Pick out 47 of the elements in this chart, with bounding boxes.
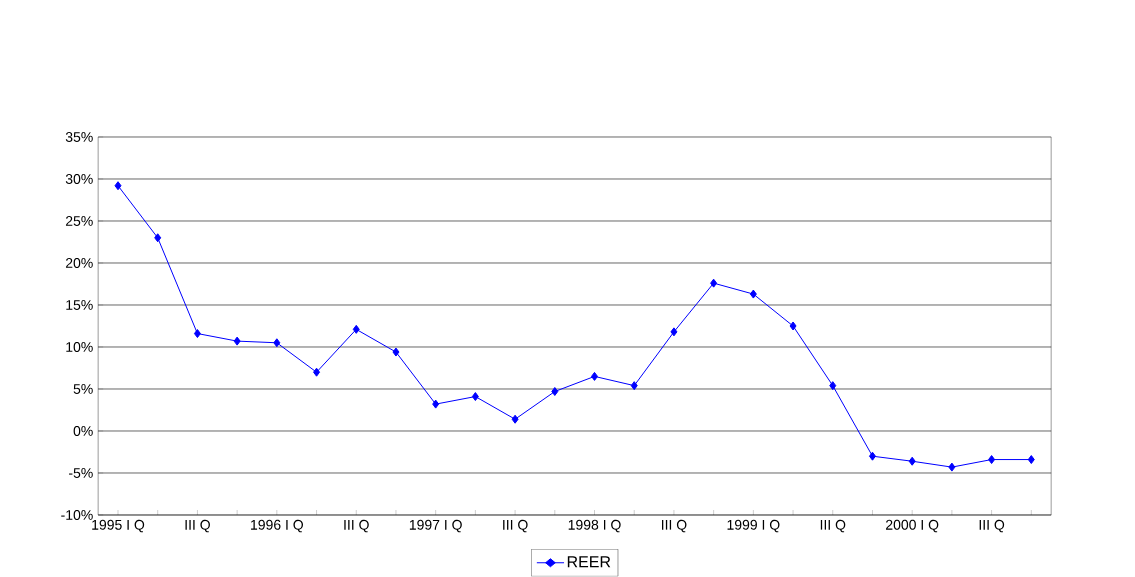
point xyxy=(551,387,559,397)
y-tick-label: 30% xyxy=(65,174,93,185)
x-tick-label: 2000 I Q xyxy=(886,520,939,533)
point xyxy=(154,233,162,243)
point xyxy=(1027,455,1035,465)
x-tick-label: III Q xyxy=(820,520,846,533)
point xyxy=(908,456,916,466)
point xyxy=(432,399,440,409)
y-tick-label: 10% xyxy=(66,342,93,353)
point xyxy=(948,462,956,472)
point xyxy=(193,329,201,339)
x-tick-label: III Q xyxy=(662,520,687,533)
point xyxy=(749,289,757,299)
point xyxy=(829,381,837,391)
x-tick-label: 1995 I Q xyxy=(92,520,145,533)
point xyxy=(710,278,718,288)
x-tick-label: III Q xyxy=(979,520,1005,533)
point xyxy=(670,327,678,337)
x-tick-label: 1998 I Q xyxy=(568,520,621,533)
point xyxy=(868,451,876,461)
point xyxy=(313,367,321,377)
point xyxy=(988,455,996,465)
point xyxy=(591,372,599,382)
y-tick-label: -10% xyxy=(61,510,93,521)
x-tick-label: III Q xyxy=(185,520,210,533)
point xyxy=(273,338,281,348)
y-tick-label: 15% xyxy=(66,300,93,311)
x-tick-label: 1996 I Q xyxy=(251,520,304,533)
y-tick-label: 25% xyxy=(65,216,93,227)
x-tick-label: III Q xyxy=(503,520,528,533)
point xyxy=(114,181,122,191)
y-tick-label: 20% xyxy=(65,258,93,269)
y-tick-label: -5% xyxy=(69,468,93,479)
point xyxy=(233,336,241,346)
point xyxy=(630,381,638,391)
y-tick-label: 35% xyxy=(65,132,93,143)
x-tick-label: III Q xyxy=(344,520,369,533)
point xyxy=(392,347,400,357)
y-tick-label: 5% xyxy=(73,384,93,395)
point xyxy=(511,414,519,424)
point xyxy=(789,321,797,331)
point xyxy=(471,392,479,402)
legend-label: REER xyxy=(567,556,611,568)
x-tick-label: 1997 I Q xyxy=(409,520,462,533)
point xyxy=(352,325,360,335)
y-tick-label: 0% xyxy=(73,426,93,437)
x-tick-label: 1999 I Q xyxy=(727,520,780,533)
